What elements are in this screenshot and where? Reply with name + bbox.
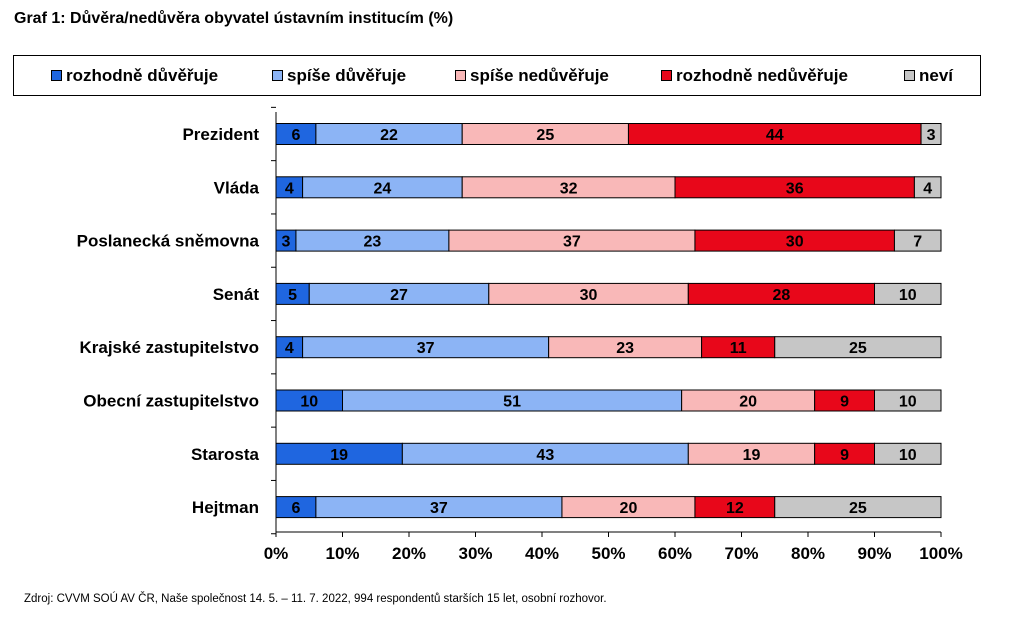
data-label: 23 (616, 340, 634, 357)
data-label: 20 (739, 394, 757, 411)
x-tick-label: 20% (392, 544, 426, 563)
data-label: 32 (560, 180, 578, 197)
legend-label: spíše nedůvěřuje (470, 65, 609, 85)
data-label: 25 (849, 500, 867, 517)
data-label: 23 (364, 234, 382, 251)
legend-swatch (904, 70, 915, 81)
legend-label: neví (919, 65, 954, 85)
legend-item-spise-neduveruje: spíše nedůvěřuje (455, 56, 609, 95)
stacked-bar-chart: 0% 10% 20% 30% 40% 50% 60% 70% 80% 90% 100% Prezide… (77, 106, 963, 563)
legend-label: spíše důvěřuje (287, 65, 407, 85)
bar-segment (874, 442, 942, 465)
x-tick-label: 100% (919, 544, 962, 563)
x-tick-label: 50% (591, 544, 625, 563)
category-label: Starosta (191, 445, 260, 464)
data-label: 25 (536, 127, 554, 144)
legend-item-rozhodne-neduveruje: rozhodně nedůvěřuje (661, 56, 848, 95)
x-tick-label: 90% (857, 544, 891, 563)
data-label: 9 (840, 394, 849, 411)
bar-segment (874, 282, 942, 305)
x-tick-label: 60% (658, 544, 692, 563)
data-label: 19 (330, 447, 348, 464)
category-label: Obecní zastupitelstvo (83, 392, 259, 411)
data-label: 28 (773, 287, 791, 304)
data-label: 51 (503, 394, 521, 411)
category-label: Krajské zastupitelstvo (79, 338, 259, 357)
legend: rozhodně důvěřuje spíše důvěřuje spíše n… (13, 55, 981, 96)
data-label: 10 (300, 394, 318, 411)
legend-item-rozhodne-duveruje: rozhodně důvěřuje (51, 56, 218, 95)
category-label: Prezident (182, 125, 259, 144)
data-label: 44 (766, 127, 784, 144)
data-label: 20 (620, 500, 638, 517)
legend-label: rozhodně nedůvěřuje (676, 65, 848, 85)
data-label: 5 (288, 287, 297, 304)
x-tick-label: 10% (325, 544, 359, 563)
bar-segment (920, 123, 942, 145)
x-tick-label: 40% (525, 544, 559, 563)
x-tick-label: 80% (791, 544, 825, 563)
x-tick-label: 70% (724, 544, 758, 563)
data-label: 3 (927, 127, 936, 144)
category-label: Vláda (214, 178, 260, 197)
data-label: 12 (726, 500, 744, 517)
x-tick-label: 0% (264, 544, 289, 563)
chart-title: Graf 1: Důvěra/nedůvěra obyvatel ústavní… (14, 10, 454, 27)
bar-segment (774, 336, 942, 359)
bar-segment (874, 389, 942, 412)
data-label: 24 (374, 180, 392, 197)
data-label: 37 (417, 340, 435, 357)
data-label: 22 (380, 127, 398, 144)
data-label: 4 (285, 340, 294, 357)
category-label: Hejtman (192, 498, 259, 517)
category-label: Poslanecká sněmovna (77, 232, 260, 251)
data-label: 10 (899, 394, 917, 411)
data-label: 3 (282, 234, 291, 251)
legend-swatch (272, 70, 283, 81)
data-label: 37 (430, 500, 448, 517)
legend-item-spise-duveruje: spíše důvěřuje (272, 56, 406, 95)
data-label: 11 (730, 340, 747, 357)
data-label: 4 (285, 180, 294, 197)
data-label: 4 (923, 180, 932, 197)
data-label: 10 (899, 447, 917, 464)
data-label: 10 (899, 287, 917, 304)
source-note: Zdroj: CVVM SOÚ AV ČR, Naše společnost 1… (24, 593, 607, 605)
data-label: 30 (786, 234, 804, 251)
legend-item-nevi: neví (904, 56, 953, 95)
bar-segment (893, 229, 942, 252)
legend-swatch (455, 70, 466, 81)
legend-label: rozhodně důvěřuje (66, 65, 219, 85)
data-label: 6 (291, 127, 300, 144)
bar-segment (774, 496, 942, 519)
legend-swatch (51, 70, 62, 81)
data-label: 30 (580, 287, 598, 304)
data-label: 25 (849, 340, 867, 357)
bar-segment (913, 176, 942, 199)
data-label: 6 (291, 500, 300, 517)
data-label: 36 (786, 180, 804, 197)
data-label: 9 (840, 447, 849, 464)
data-label: 19 (743, 447, 761, 464)
category-label: Senát (213, 285, 260, 304)
data-label: 37 (563, 234, 581, 251)
x-tick-label: 30% (458, 544, 492, 563)
data-label: 7 (913, 234, 922, 251)
data-label: 43 (536, 447, 554, 464)
legend-swatch (661, 70, 672, 81)
data-label: 27 (390, 287, 408, 304)
